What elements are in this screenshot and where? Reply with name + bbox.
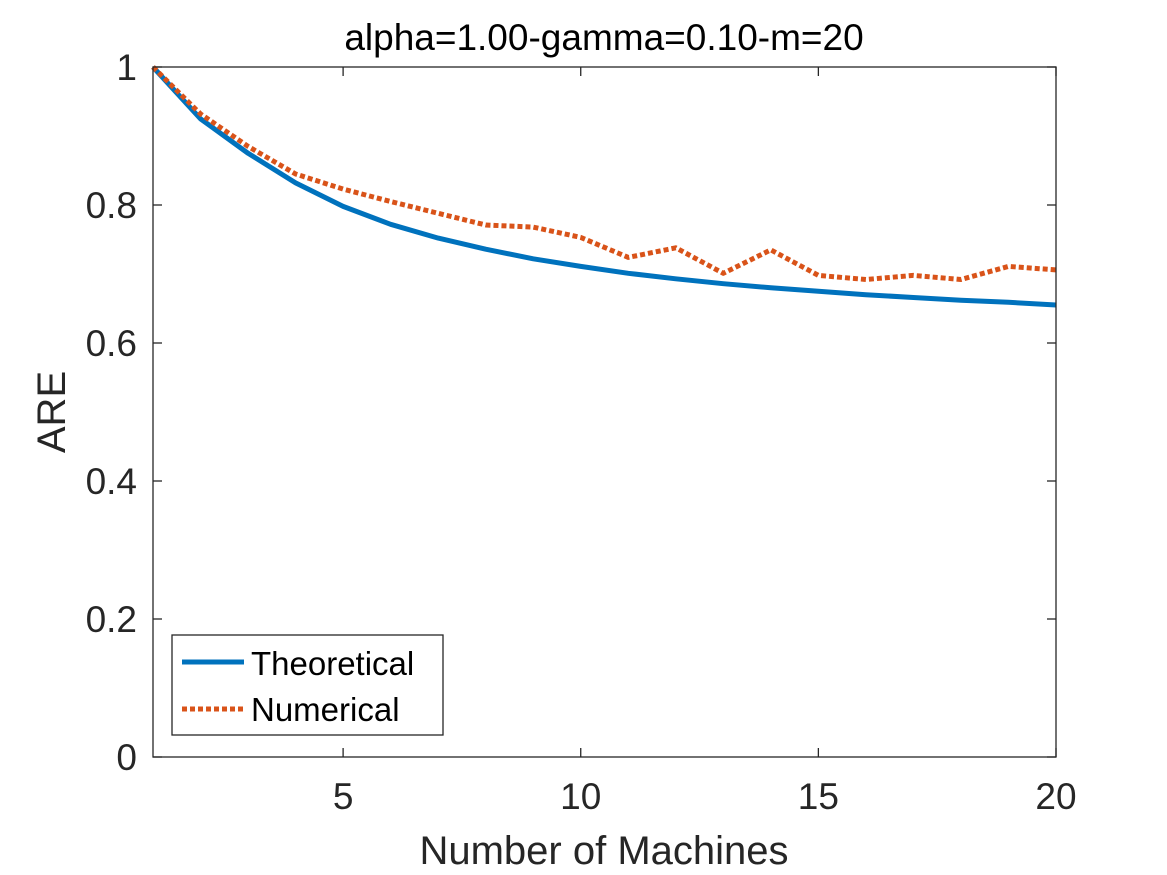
- x-tick-label: 20: [1035, 776, 1076, 817]
- legend-label-theoretical: Theoretical: [251, 645, 414, 682]
- plot-box: [152, 66, 1057, 758]
- x-tick-label: 10: [560, 776, 601, 817]
- y-tick-label: 0.2: [86, 599, 137, 640]
- legend-label-numerical: Numerical: [251, 691, 400, 728]
- series-line-theoretical: [151, 65, 1057, 308]
- y-axis-label: ARE: [30, 371, 74, 453]
- x-tick-label: 5: [333, 776, 354, 817]
- chart-title: alpha=1.00-gamma=0.10-m=20: [344, 17, 863, 58]
- y-tick-label: 0: [116, 737, 137, 778]
- x-axis-ticks: 5 10 15 20: [333, 67, 1077, 817]
- legend-box: [171, 634, 444, 736]
- legend: Theoretical Numerical: [171, 634, 444, 736]
- x-tick-label: 15: [798, 776, 839, 817]
- x-axis-label: Number of Machines: [419, 829, 788, 873]
- series-line-numerical: [151, 65, 1057, 282]
- y-tick-label: 1: [116, 47, 137, 88]
- series-lines: [151, 65, 1057, 308]
- y-tick-label: 0.8: [86, 185, 137, 226]
- y-axis-ticks: 0 0.2 0.4 0.6 0.8 1: [86, 47, 1056, 778]
- y-tick-label: 0.4: [86, 461, 137, 502]
- y-tick-label: 0.6: [86, 323, 137, 364]
